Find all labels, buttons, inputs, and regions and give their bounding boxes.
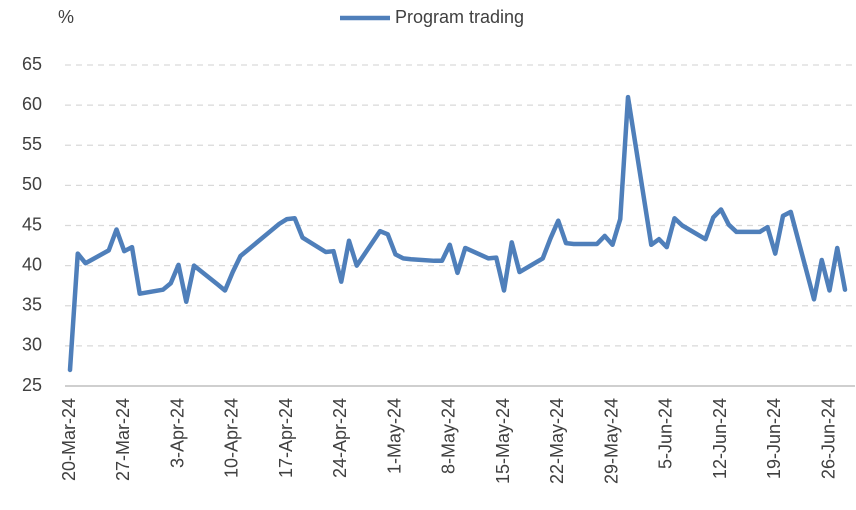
y-tick-label: 45 — [22, 214, 42, 234]
y-tick-label: 65 — [22, 54, 42, 74]
x-tick-label: 20-Mar-24 — [59, 398, 79, 481]
x-tick-label: 12-Jun-24 — [710, 398, 730, 479]
y-axis-label: % — [58, 7, 74, 27]
x-tick-label: 26-Jun-24 — [818, 398, 838, 479]
y-tick-label: 30 — [22, 335, 42, 355]
x-tick-label: 19-Jun-24 — [764, 398, 784, 479]
x-tick-label: 3-Apr-24 — [167, 398, 187, 468]
x-tick-label: 1-May-24 — [384, 398, 404, 474]
x-tick-label: 17-Apr-24 — [276, 398, 296, 478]
x-tick-label: 29-May-24 — [601, 398, 621, 484]
data-line — [67, 94, 848, 373]
x-tick-label: 5-Jun-24 — [656, 398, 676, 469]
x-tick-label: 15-May-24 — [493, 398, 513, 484]
y-tick-label: 55 — [22, 134, 42, 154]
x-tick-label: 10-Apr-24 — [222, 398, 242, 478]
y-tick-label: 25 — [22, 375, 42, 395]
y-tick-label: 50 — [22, 174, 42, 194]
x-tick-label: 24-Apr-24 — [330, 398, 350, 478]
x-tick-label: 22-May-24 — [547, 398, 567, 484]
y-tick-label: 40 — [22, 254, 42, 274]
y-tick-label: 60 — [22, 94, 42, 114]
x-tick-label: 8-May-24 — [439, 398, 459, 474]
x-tick-label: 27-Mar-24 — [113, 398, 133, 481]
legend-label: Program trading — [395, 7, 524, 27]
y-tick-label: 35 — [22, 295, 42, 315]
